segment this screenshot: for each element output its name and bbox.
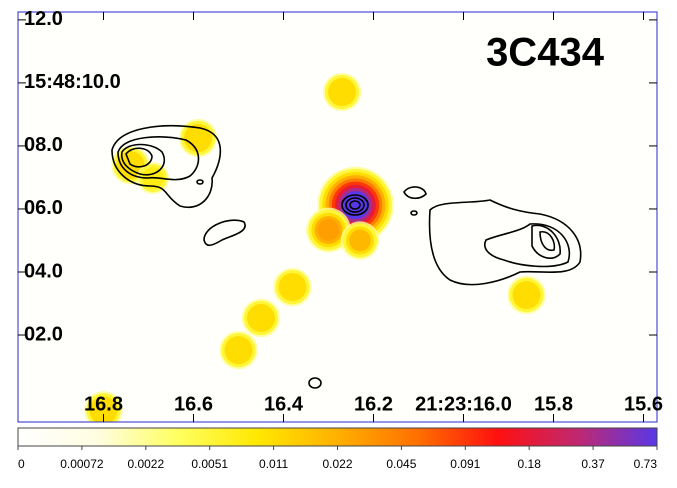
contour <box>111 125 222 209</box>
y-tick-label: 08.0 <box>24 134 63 156</box>
colorbar-tick-label: 0.0051 <box>191 457 228 471</box>
contour <box>345 197 365 213</box>
contour <box>349 200 361 210</box>
chart-title: 3C434 <box>486 31 605 75</box>
colorbar-tick-label: 0.0022 <box>127 457 164 471</box>
contour <box>410 210 418 216</box>
colorbar-ticks: 0 0.00072 0.0022 0.0051 0.011 0.022 0.045 0.091… <box>17 446 658 471</box>
colorbar-tick-label: 0.091 <box>450 457 480 471</box>
contours <box>111 125 582 389</box>
colorbar-tick-label: 0.73 <box>634 457 658 471</box>
y-tick-label: 02.0 <box>24 323 63 345</box>
contour <box>539 231 556 252</box>
y-tick-label: 12.0 <box>24 8 63 30</box>
x-tick-label: 15.8 <box>534 393 573 415</box>
contour <box>125 147 153 168</box>
axes: 16.8 16.6 16.4 16.2 21:23:16.0 15.8 15.6 12.0 15… <box>18 8 663 422</box>
colorbar-tick-label: 0.37 <box>581 457 605 471</box>
contour <box>120 143 165 176</box>
source-core <box>515 284 538 306</box>
colorbar-tick-label: 0.011 <box>259 457 288 471</box>
contour <box>196 179 204 185</box>
x-tick-label: 21:23:16.0 <box>415 393 512 415</box>
y-tick-label: 15:48:10.0 <box>24 71 121 93</box>
contour <box>531 224 561 259</box>
contour <box>203 219 246 247</box>
source-core <box>349 229 371 252</box>
colorbar-tick-label: 0.022 <box>322 457 352 471</box>
source-core <box>92 399 115 422</box>
y-tick-label: 06.0 <box>24 197 63 219</box>
source-core <box>250 307 272 329</box>
contour <box>341 194 369 216</box>
source-core <box>281 276 304 298</box>
colorbar-tick-label: 0 <box>18 457 25 471</box>
contour <box>484 223 571 268</box>
sources <box>84 72 546 422</box>
contour <box>428 199 582 286</box>
x-tick-label: 16.6 <box>174 393 213 415</box>
colorbar <box>17 427 658 447</box>
contour <box>117 136 200 181</box>
contour <box>308 377 322 389</box>
source-core <box>227 339 250 361</box>
x-tick-label: 16.2 <box>354 393 393 415</box>
source-core <box>317 219 340 241</box>
x-tick-label: 16.8 <box>84 393 123 415</box>
colorbar-tick-label: 0.18 <box>518 457 542 471</box>
x-tick-label: 16.4 <box>264 393 304 415</box>
source-core <box>331 81 353 103</box>
y-tick-label: 04.0 <box>24 260 63 282</box>
contour <box>403 186 427 200</box>
colorbar-tick-label: 0.00072 <box>60 457 104 471</box>
plot-area <box>18 12 657 422</box>
source-core <box>187 127 209 149</box>
plot-frame <box>17 11 658 423</box>
colorbar-tick-label: 0.045 <box>386 457 416 471</box>
x-tick-label: 15.6 <box>624 393 663 415</box>
